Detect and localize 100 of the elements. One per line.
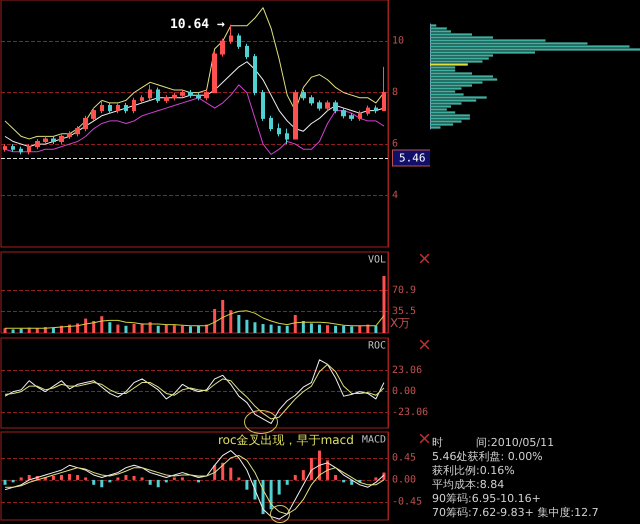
candlestick	[27, 144, 31, 155]
chart-title: MACD	[362, 434, 386, 446]
candlestick	[51, 136, 56, 145]
bar	[221, 300, 224, 333]
bar	[84, 318, 88, 333]
y-tick-label: 0.00	[392, 386, 416, 398]
bar	[188, 326, 192, 333]
candlestick	[148, 84, 152, 101]
bar	[132, 324, 136, 333]
y-tick-label: 8	[392, 87, 398, 98]
chart-title: VOL	[368, 254, 386, 266]
bar	[342, 326, 346, 333]
candlestick	[59, 133, 64, 145]
bar	[124, 326, 128, 333]
y-tick-label: 0.45	[392, 452, 416, 464]
candlestick	[382, 66, 386, 112]
bar	[116, 477, 120, 480]
bar	[229, 310, 232, 333]
candlestick	[374, 104, 378, 114]
bar	[20, 477, 23, 480]
bar	[20, 328, 23, 333]
bar	[12, 329, 15, 333]
bar	[164, 324, 168, 333]
bar	[140, 477, 144, 480]
candlestick	[269, 115, 273, 132]
bar	[108, 480, 112, 482]
bar	[350, 480, 354, 485]
bar	[253, 322, 256, 333]
bar	[270, 480, 273, 510]
bar	[172, 325, 176, 333]
candlestick	[317, 100, 322, 112]
chart-title: ROC	[368, 340, 386, 352]
candlestick	[366, 104, 370, 116]
bar	[278, 480, 281, 495]
bar	[270, 324, 273, 333]
bar	[60, 475, 63, 480]
candlestick	[325, 100, 330, 112]
bar	[374, 477, 378, 480]
bar	[302, 321, 305, 333]
candlestick	[100, 100, 104, 114]
text: 时 间:2010/05/11	[432, 436, 556, 450]
bar	[76, 475, 80, 480]
candlestick	[172, 92, 177, 101]
candlestick	[83, 115, 88, 132]
bar	[156, 326, 160, 333]
bar	[430, 27, 447, 30]
candlestick	[220, 38, 225, 58]
bar	[28, 475, 31, 480]
bar	[36, 328, 39, 333]
candlestick	[124, 102, 128, 114]
y-tick-label: -23.06	[392, 407, 428, 418]
bar	[262, 324, 265, 333]
bar	[100, 480, 104, 488]
bar	[156, 480, 160, 488]
bar	[286, 480, 289, 485]
y-tick-label: 10	[392, 36, 404, 47]
line-series	[4, 310, 384, 329]
bar	[100, 316, 104, 333]
line-series	[4, 84, 384, 155]
bar	[221, 462, 224, 480]
candlestick	[333, 100, 338, 114]
bar	[310, 458, 313, 480]
ref-line-label: 5.46	[399, 151, 426, 164]
candlestick	[3, 144, 7, 152]
candlestick	[349, 112, 354, 122]
candlestick	[164, 94, 169, 104]
candlestick	[19, 146, 23, 155]
bar	[180, 326, 184, 333]
candlestick	[237, 32, 241, 50]
candlestick	[43, 136, 48, 145]
candlestick	[67, 130, 72, 140]
bar	[350, 326, 354, 333]
bar	[286, 326, 289, 333]
bar	[382, 276, 386, 333]
bar	[148, 322, 152, 333]
candlestick	[277, 123, 281, 137]
candlestick	[293, 90, 298, 140]
candlestick	[341, 108, 346, 119]
candlestick	[253, 54, 257, 96]
bar	[245, 320, 248, 333]
bar	[318, 324, 321, 333]
candlestick	[309, 94, 314, 106]
bar	[278, 326, 281, 333]
candlestick	[11, 144, 15, 152]
text: 获利比例:0.16%	[432, 464, 516, 478]
bar	[68, 474, 72, 480]
bar	[229, 468, 232, 480]
text: 平均成本:8.84	[432, 478, 506, 492]
candlestick	[156, 86, 160, 104]
bar	[382, 472, 386, 480]
bar	[148, 480, 152, 485]
bar	[334, 326, 338, 333]
bar	[310, 323, 313, 333]
candlestick	[132, 97, 136, 114]
bar	[294, 315, 297, 333]
candlestick	[285, 128, 289, 145]
bar	[326, 325, 330, 333]
bar	[237, 477, 240, 480]
bar	[180, 477, 184, 480]
candlestick	[91, 108, 96, 122]
